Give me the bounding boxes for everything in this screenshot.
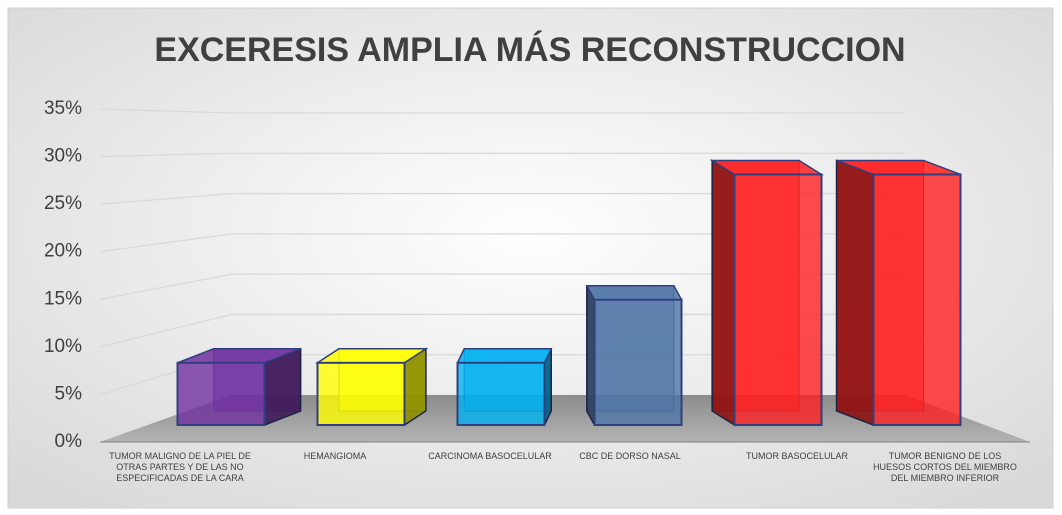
bar-side [835, 159, 875, 427]
y-tick-label: 25% [44, 193, 82, 214]
bar-top [456, 348, 553, 364]
bar [585, 284, 683, 426]
bar-front [733, 173, 823, 426]
y-tick-label: 10% [44, 336, 82, 357]
x-tick-label: CARCINOMA BASOCELULAR [428, 451, 552, 461]
bar [835, 159, 962, 427]
x-tick-label: TUMOR BENIGNO DE LOS HUESOS CORTOS DEL M… [873, 451, 1017, 483]
y-tick-label: 5% [55, 383, 83, 404]
x-tick-label: TUMOR MALIGNO DE LA PIEL DE OTRAS PARTES… [109, 451, 251, 483]
bar [176, 347, 302, 427]
x-tick-label: HEMANGIOMA [303, 451, 367, 461]
x-tick-label: CBC DE DORSO NASAL [579, 451, 681, 461]
bar [456, 348, 553, 426]
x-tick-label: TUMOR BASOCELULAR [745, 451, 849, 461]
bar [314, 347, 429, 427]
y-tick-label: 30% [44, 146, 82, 167]
y-tick-label: 15% [44, 288, 82, 309]
chart-title: EXCERESIS AMPLIA MÁS RECONSTRUCCION [154, 31, 905, 69]
y-tick-label: 20% [44, 241, 82, 262]
bar-front [316, 361, 406, 426]
bar-front [872, 173, 962, 426]
grid-line [99, 233, 905, 253]
bar-top [585, 284, 683, 301]
bar-front [593, 298, 683, 426]
grid-line [99, 108, 905, 114]
grid-line [99, 192, 905, 205]
bar-side [711, 159, 736, 427]
bar-front [176, 361, 266, 426]
y-tick-label: 35% [44, 98, 82, 119]
bar [709, 159, 825, 427]
bar-side [586, 285, 596, 426]
grid-line [99, 152, 905, 158]
y-tick-label: 0% [55, 431, 83, 452]
grid-line [99, 273, 905, 300]
bar-front [456, 361, 546, 426]
